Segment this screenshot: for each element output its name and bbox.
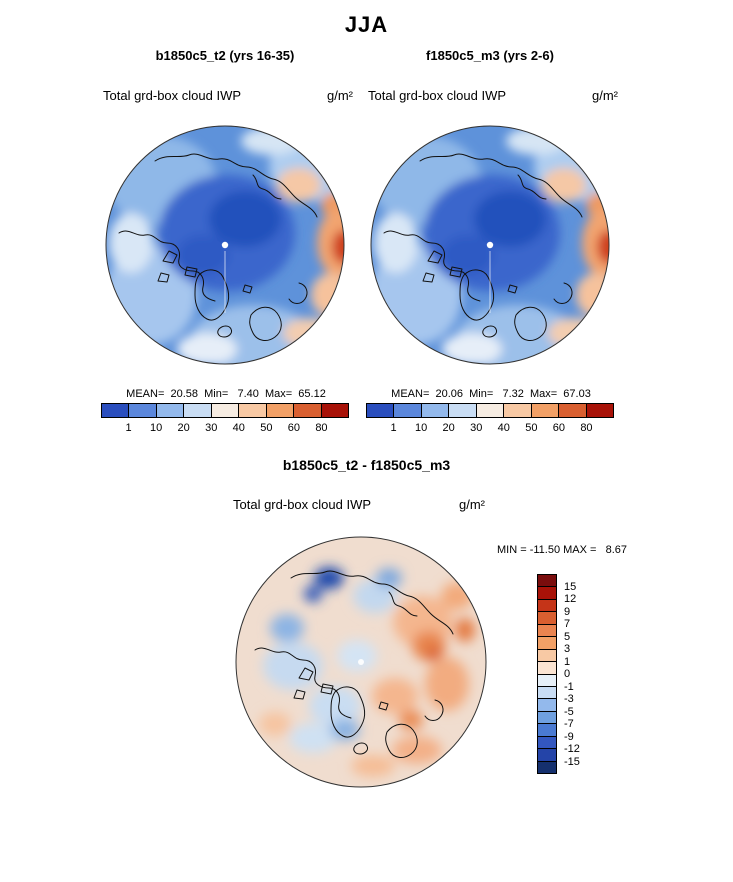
colorbar-tick-label: 30 [205,422,218,434]
colorbar-segment [538,710,556,724]
colorbar-tick-label: 1 [390,422,397,434]
difference-panel-title: b1850c5_t2 - f1850c5_m3 [282,457,451,473]
colorbar-segment [530,404,559,417]
polar-map-f1850c5-m3 [368,123,612,367]
colorbar-tick-label: 7 [564,618,571,630]
panel-a-title: b1850c5_t2 (yrs 16-35) [155,48,295,63]
colorbar-tick-label: 50 [260,422,273,434]
colorbar-segment [238,404,266,417]
colorbar-segment [128,404,156,417]
colorbar-tick-label: 20 [177,422,190,434]
colorbar-segment [538,698,556,711]
colorbar-segment [367,404,394,417]
colorbar-segment [503,404,531,417]
colorbar-segment [210,404,239,417]
colorbar-segment [320,404,348,417]
colorbar-segment [538,723,556,736]
panel-b-units-label: g/m² [592,88,618,103]
colorbar-tick-label: 40 [497,422,510,434]
colorbar-tick-label: 80 [315,422,328,434]
colorbar-segment [102,404,129,417]
colorbar-segments [366,403,614,418]
colorbar-panel-b: 1 10 20 30 40 50 60 80 [366,403,614,434]
panel-b-field-label: Total grd-box cloud IWP [368,88,507,103]
colorbar-segment [393,404,421,417]
colorbar-segment [538,575,556,587]
colorbar-segment [538,735,556,749]
colorbar-segment [558,404,586,417]
panel-a-field-row: Total grd-box cloud IWP g/m² [103,88,353,103]
colorbar-segment [538,611,556,624]
colorbar-segment [538,636,556,649]
panel-b-title: f1850c5_m3 (yrs 2-6) [426,48,554,63]
polar-map-b1850c5-t2 [103,123,347,367]
colorbar-tick-label: 3 [564,643,571,655]
colorbar-segment [475,404,504,417]
colorbar-tick-label: 9 [564,605,571,618]
colorbar-tick-label: -12 [564,743,580,755]
colorbar-tick-label: 50 [525,422,538,434]
colorbar-tick-label: -7 [564,718,574,730]
colorbar-segment [538,673,556,686]
difference-field-row: Total grd-box cloud IWP g/m² [233,497,485,512]
colorbar-ticks: 15 12 9 7 5 3 1 0 -1 -3 -5 -7 -9 -12 -15 [564,574,598,774]
colorbar-segments [101,403,349,418]
colorbar-tick-label: 60 [287,422,300,434]
colorbar-ticks: 1 10 20 30 40 50 60 80 [101,418,349,434]
colorbar-tick-label: -9 [564,730,574,743]
colorbar-segment [538,586,556,599]
panel-b-field-row: Total grd-box cloud IWP g/m² [368,88,618,103]
difference-minmax: MIN = -11.50 MAX = 8.67 [497,544,628,556]
colorbar-tick-label: 10 [149,422,163,434]
colorbar-segment [538,661,556,674]
colorbar-segment [293,404,321,417]
colorbar-tick-label: -3 [564,693,574,705]
colorbar-segment [538,648,556,662]
colorbar-segment [538,685,556,699]
colorbar-segment [538,598,556,612]
colorbar-tick-label: 5 [564,630,571,643]
panel-a-units-label: g/m² [327,88,353,103]
colorbar-tick-label: 60 [552,422,565,434]
colorbar-tick-label: 12 [564,593,577,605]
panel-a-stats: MEAN= 20.58 Min= 7.40 Max= 65.12 [126,388,326,400]
colorbar-tick-label: 0 [564,668,571,680]
colorbar-tick-label: -15 [564,755,580,768]
colorbar-difference: 15 12 9 7 5 3 1 0 -1 -3 -5 -7 -9 -12 -15 [537,574,598,774]
colorbar-segment [183,404,211,417]
colorbar-segment [155,404,184,417]
colorbar-segment [538,748,556,761]
colorbar-tick-label: 1 [564,655,571,668]
colorbar-tick-label: 1 [125,422,132,434]
colorbar-tick-label: 15 [564,580,577,593]
colorbar-segment [538,623,556,637]
polar-map-difference [233,534,489,790]
colorbar-tick-label: 80 [580,422,593,434]
colorbar-segments [537,574,557,774]
colorbar-tick-label: 20 [442,422,455,434]
colorbar-segment [420,404,449,417]
difference-field-label: Total grd-box cloud IWP [233,497,372,512]
colorbar-segment [265,404,294,417]
colorbar-tick-label: 10 [414,422,428,434]
panel-b-stats: MEAN= 20.06 Min= 7.32 Max= 67.03 [391,388,591,400]
colorbar-tick-label: -1 [564,680,574,693]
colorbar-segment [448,404,476,417]
colorbar-ticks: 1 10 20 30 40 50 60 80 [366,418,614,434]
colorbar-tick-label: -5 [564,705,574,718]
colorbar-panel-a: 1 10 20 30 40 50 60 80 [101,403,349,434]
colorbar-tick-label: 40 [232,422,245,434]
colorbar-segment [538,760,556,773]
panel-a-field-label: Total grd-box cloud IWP [103,88,242,103]
colorbar-tick-label: 30 [470,422,483,434]
colorbar-segment [585,404,613,417]
difference-units-label: g/m² [459,497,485,512]
figure-title: JJA [344,12,389,37]
